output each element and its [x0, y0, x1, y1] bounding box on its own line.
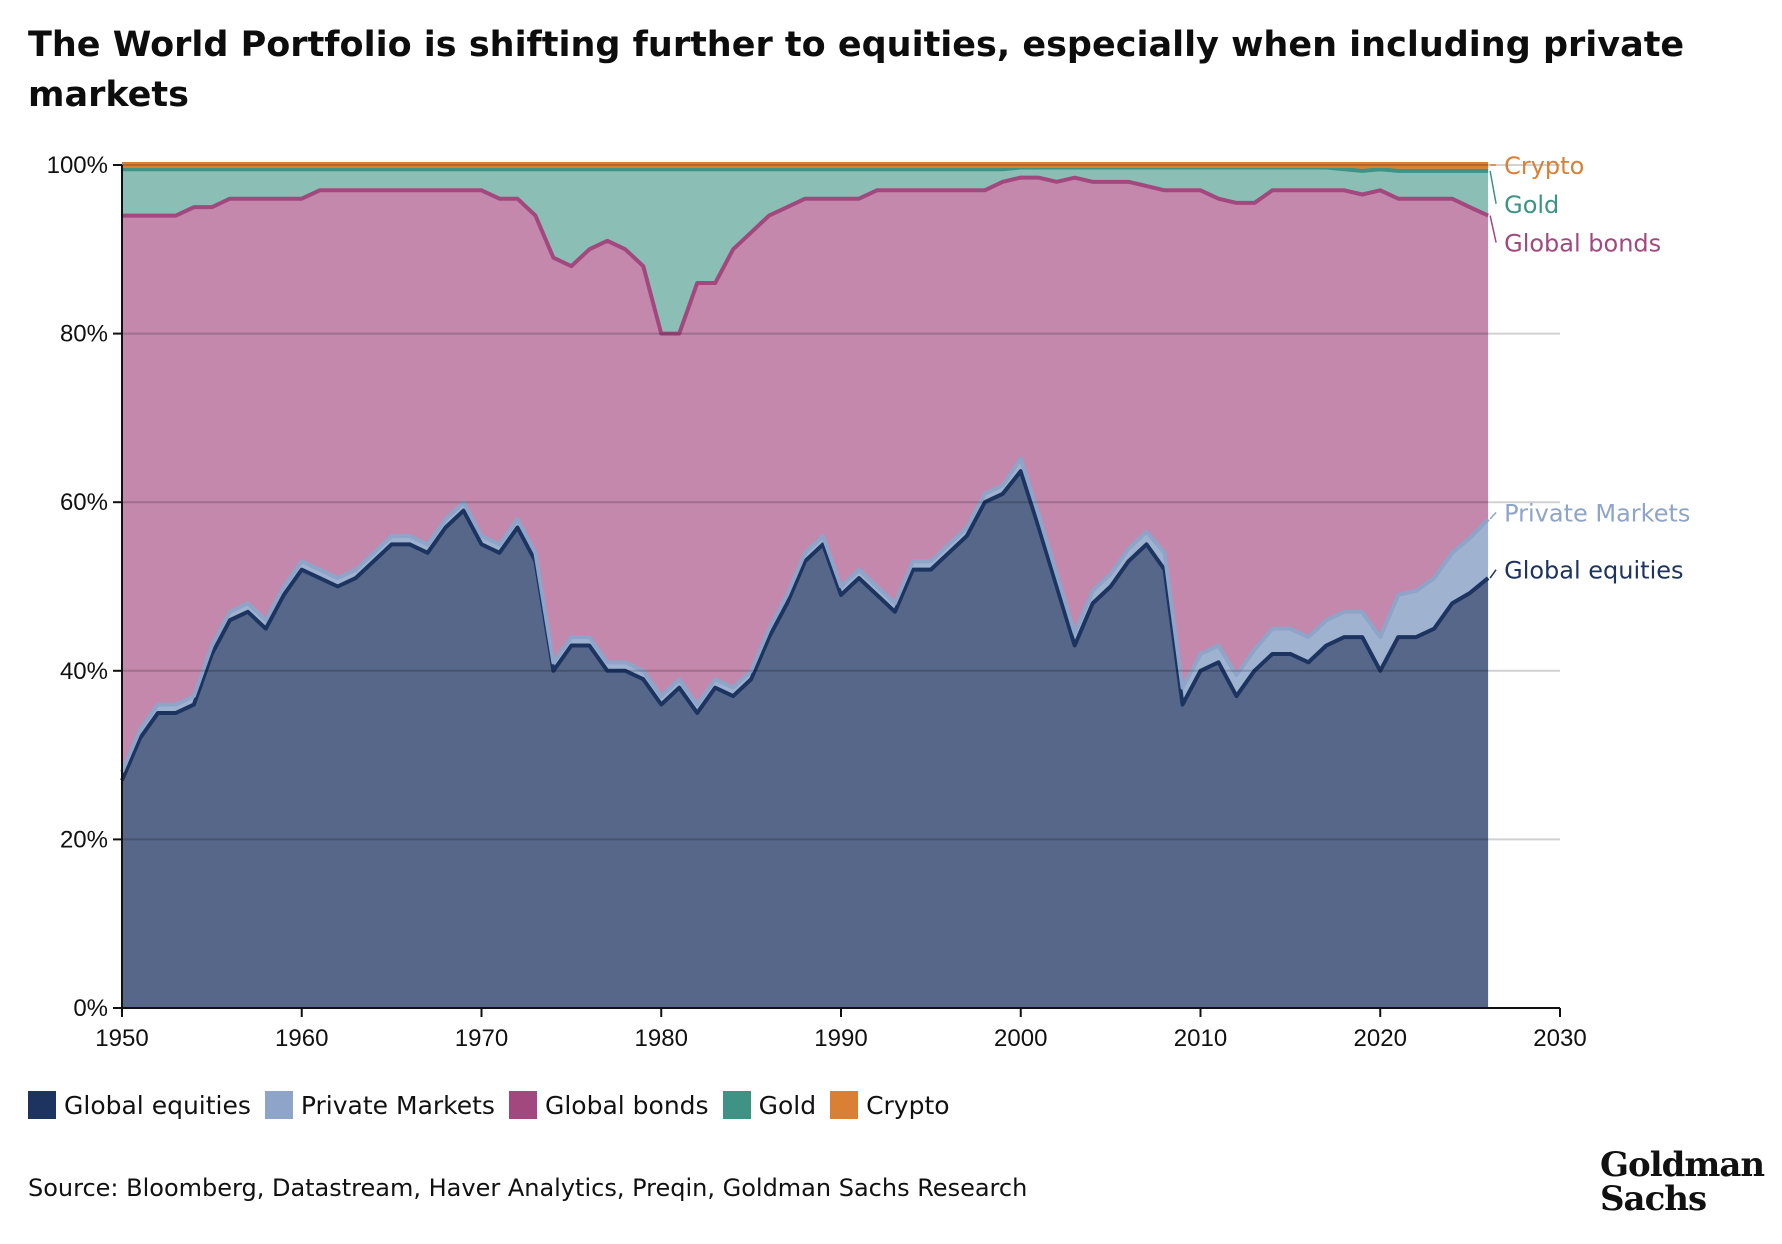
end-label-crypto: Crypto: [1504, 152, 1584, 180]
area-global-equities: [122, 471, 1489, 1008]
edge-private-markets: [120, 456, 1490, 773]
area-gold: [122, 167, 1489, 334]
y-tick-label: 40%: [60, 658, 108, 685]
chart-title: The World Portfolio is shifting further …: [28, 25, 1685, 115]
edge-global-bonds: [122, 175, 1489, 336]
legend-swatch: [508, 1091, 537, 1119]
x-tick-label: 2030: [1533, 1025, 1586, 1052]
end-label-gold: Gold: [1504, 191, 1559, 219]
axes: 0% 20% 40% 60% 80% 100% 1950 1960 1970 1980 1990 20…: [47, 152, 1587, 1052]
legend-item-gold: Gold: [722, 1090, 817, 1120]
legend-item-crypto: Crypto: [830, 1091, 950, 1120]
legend-swatch: [28, 1091, 56, 1119]
chart-area: 0% 20% 40% 60% 80% 100% 1950 1960 1970 1980 1990 20…: [47, 152, 1691, 1052]
x-tick-label: 1990: [814, 1025, 867, 1052]
y-tick-label: 80%: [60, 321, 108, 348]
legend-label: Global bonds: [544, 1090, 709, 1120]
logo-line-1: Goldman: [1600, 1145, 1765, 1185]
legend-swatch: [830, 1091, 859, 1119]
x-tick-label: 1980: [635, 1025, 688, 1052]
legend: Global equities Private Markets Global bon…: [28, 1088, 964, 1122]
end-labels: Crypto Gold Global bonds Private Markets Glo…: [1489, 152, 1690, 585]
end-label-leader: [1489, 215, 1497, 243]
area-layers: [122, 165, 1489, 1008]
edge-global-equities: [120, 469, 1490, 782]
legend-swatch: [722, 1091, 751, 1119]
y-tick-label: 100%: [47, 152, 108, 179]
x-tick-label: 1960: [275, 1025, 328, 1052]
y-tick-label: 60%: [60, 489, 108, 516]
legend-label: Gold: [758, 1090, 817, 1120]
x-tick-label: 1950: [95, 1025, 148, 1052]
end-label-global-equities: Global equities: [1504, 557, 1683, 585]
x-tick-label: 2010: [1174, 1025, 1227, 1052]
end-label-leader: [1489, 569, 1497, 579]
grid-lines: [122, 164, 1560, 841]
area-private-markets: [122, 458, 1489, 781]
goldman-sachs-logo: Goldman Sachs: [1600, 1148, 1770, 1216]
legend-label: Private Markets: [300, 1090, 495, 1120]
y-tick-label: 0%: [73, 995, 108, 1022]
end-label-private-markets: Private Markets: [1504, 499, 1690, 527]
legend-item-global-bonds: Global bonds: [508, 1090, 709, 1120]
x-tick-label: 1970: [455, 1025, 508, 1052]
logo-line-2: Sachs: [1600, 1179, 1707, 1219]
end-label-global-bonds: Global bonds: [1504, 230, 1661, 258]
x-tick-label: 2020: [1354, 1025, 1407, 1052]
legend-label: Global equities: [64, 1090, 251, 1120]
y-tick-label: 20%: [60, 826, 108, 853]
source-note: Source: Bloomberg, Datastream, Haver Ana…: [28, 1174, 1028, 1202]
area-edge-lines: [120, 162, 1490, 782]
legend-swatch: [264, 1091, 293, 1119]
end-label-leader: [1489, 170, 1497, 204]
area-global-bonds: [122, 177, 1489, 772]
x-tick-label: 2000: [994, 1025, 1047, 1052]
legend-item-global-equities: Global equities: [28, 1091, 251, 1120]
end-label-leader: [1489, 511, 1497, 520]
legend-item-private-markets: Private Markets: [264, 1090, 495, 1120]
legend-label: Crypto: [866, 1090, 950, 1120]
